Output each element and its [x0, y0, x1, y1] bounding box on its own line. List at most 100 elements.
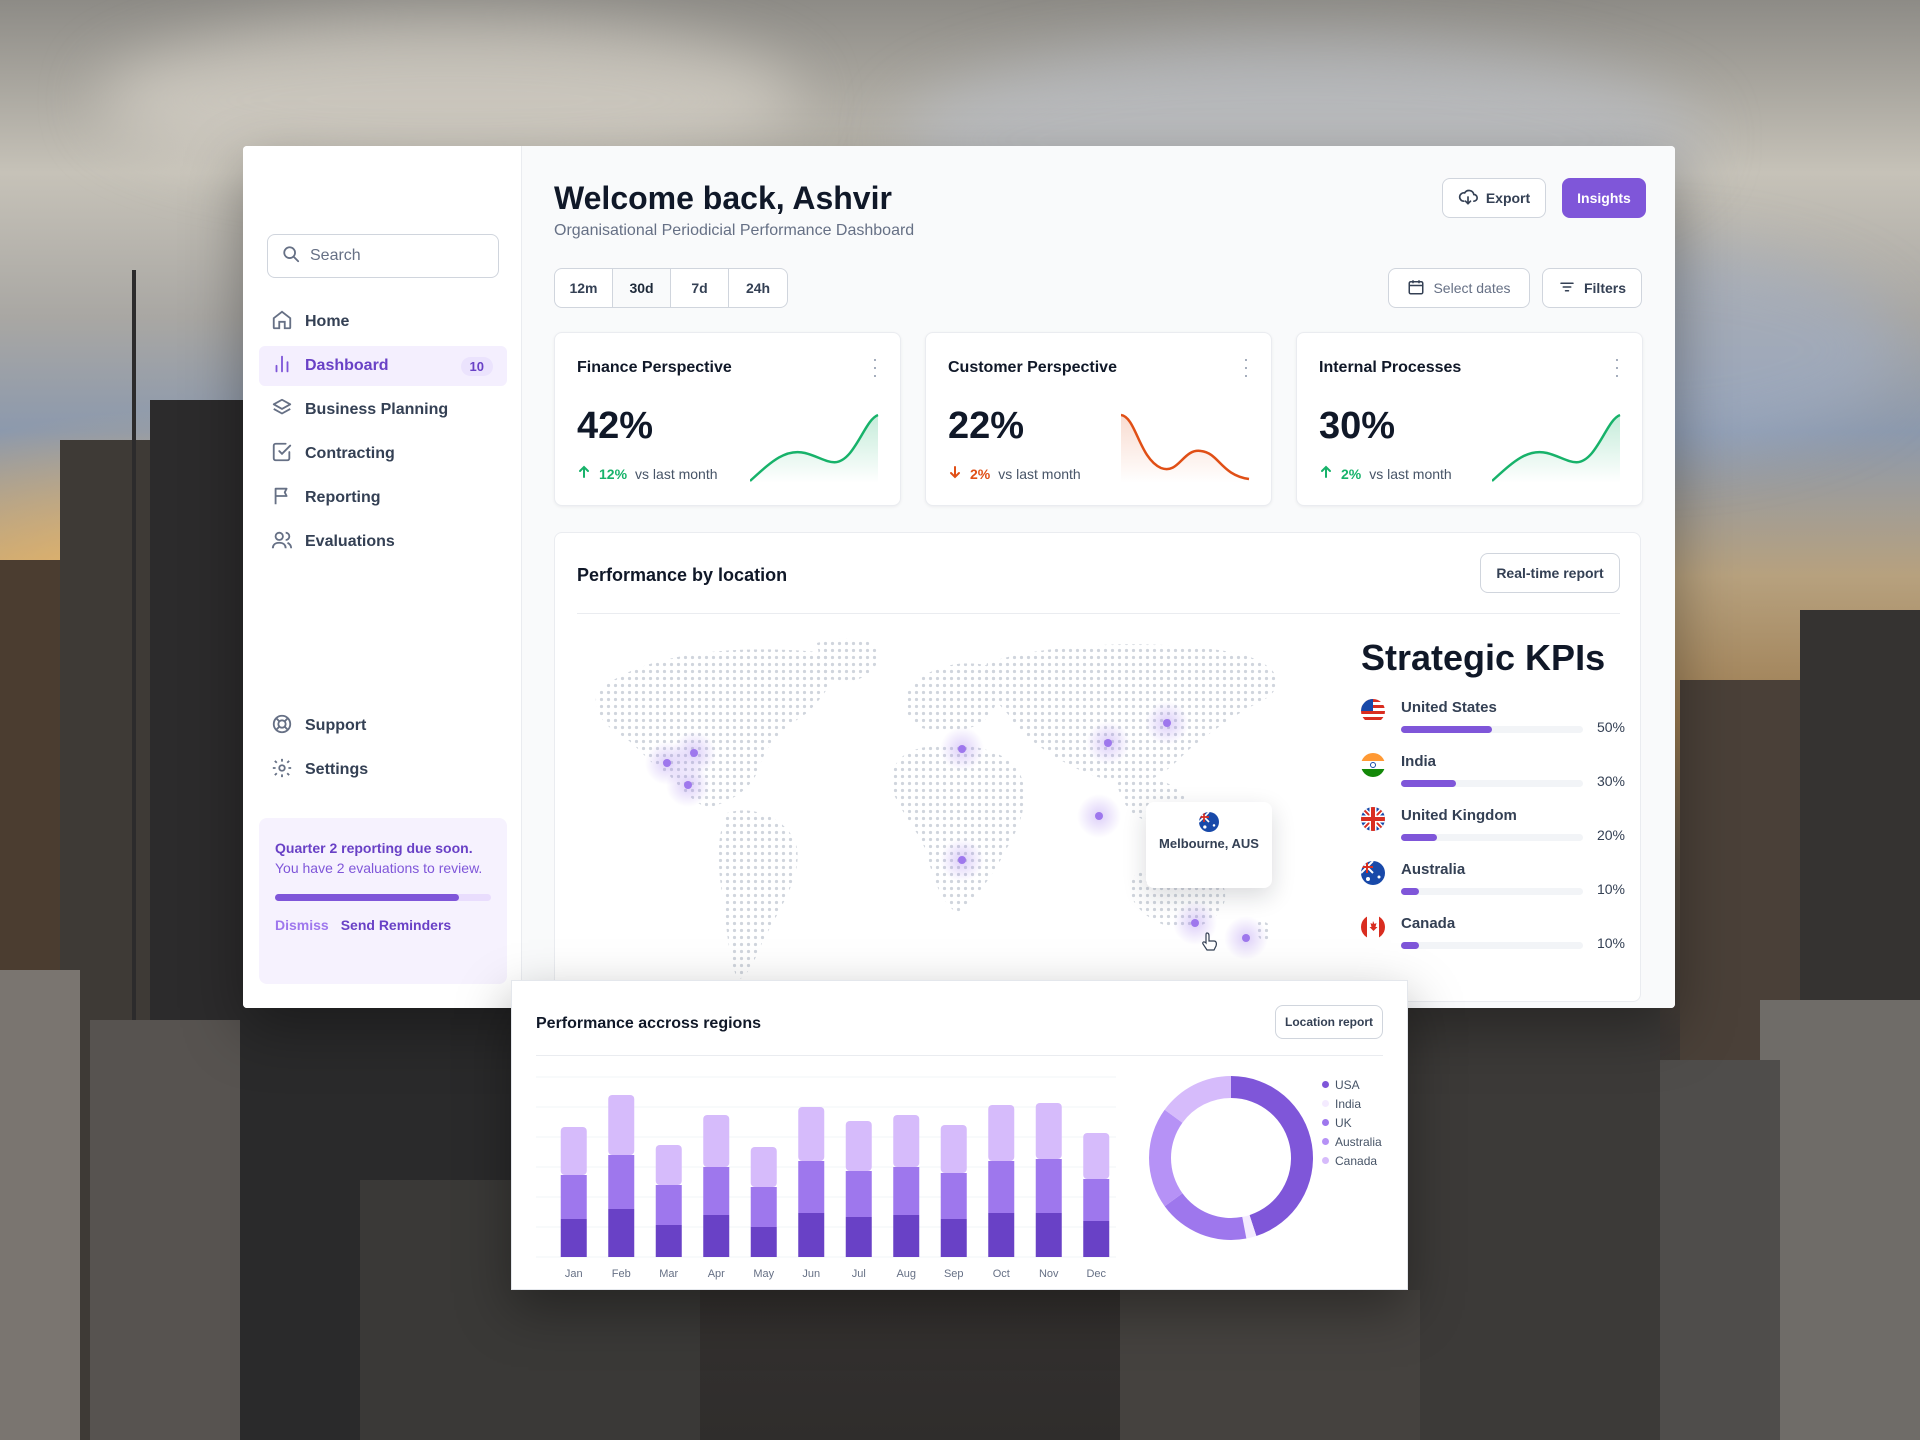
- bar-segment[interactable]: [988, 1213, 1015, 1257]
- bar-segment[interactable]: [608, 1095, 635, 1155]
- bar-segment[interactable]: [798, 1161, 825, 1213]
- legend-label: USA: [1335, 1077, 1360, 1092]
- bar-segment[interactable]: [940, 1173, 967, 1219]
- sidebar-item-label: Home: [305, 313, 350, 330]
- bar-segment[interactable]: [1035, 1213, 1062, 1257]
- map-marker[interactable]: [940, 838, 984, 882]
- bar-segment[interactable]: [988, 1161, 1015, 1213]
- bar-segment[interactable]: [703, 1167, 730, 1215]
- range-24h[interactable]: 24h: [745, 280, 771, 296]
- map-marker[interactable]: [940, 727, 984, 771]
- x-tick-label: Feb: [612, 1268, 631, 1280]
- sidebar-item-contracting[interactable]: Contracting: [259, 434, 507, 474]
- range-30d[interactable]: 30d: [613, 269, 671, 307]
- bar-segment[interactable]: [893, 1215, 920, 1257]
- bar-segment[interactable]: [893, 1167, 920, 1215]
- bar-segment[interactable]: [750, 1187, 777, 1227]
- donut-slice-canada[interactable]: [1164, 1076, 1231, 1123]
- bar-segment[interactable]: [560, 1127, 587, 1175]
- bar-segment[interactable]: [798, 1107, 825, 1161]
- donut-slice-india[interactable]: [1242, 1215, 1257, 1239]
- gear-icon: [271, 757, 293, 784]
- more-vertical-icon[interactable]: · · ·: [1614, 349, 1620, 385]
- real-time-report-button[interactable]: Real-time report: [1480, 553, 1620, 593]
- legend-label: India: [1335, 1096, 1362, 1111]
- range-12m[interactable]: 12m: [555, 269, 613, 307]
- time-range-selector: 12m 30d 7d 24h: [554, 268, 788, 308]
- bar-segment[interactable]: [798, 1213, 825, 1257]
- sidebar-item-business-planning[interactable]: Business Planning: [259, 390, 507, 430]
- sidebar-item-support[interactable]: Support: [259, 706, 507, 746]
- range-7d[interactable]: 7d: [671, 269, 729, 307]
- donut-slice-uk[interactable]: [1164, 1193, 1247, 1240]
- bar-segment[interactable]: [1035, 1103, 1062, 1159]
- sidebar-item-dashboard[interactable]: Dashboard 10: [259, 346, 507, 386]
- customer-sparkline: [1121, 413, 1250, 483]
- bar-segment[interactable]: [655, 1145, 682, 1185]
- bar-segment[interactable]: [940, 1219, 967, 1257]
- search-icon: [282, 245, 300, 268]
- more-vertical-icon[interactable]: · · ·: [872, 349, 878, 385]
- sidebar-item-home[interactable]: Home: [259, 302, 507, 342]
- sidebar-item-settings[interactable]: Settings: [259, 750, 507, 790]
- more-vertical-icon[interactable]: · · ·: [1243, 349, 1249, 385]
- bar-segment[interactable]: [845, 1217, 872, 1257]
- location-report-button[interactable]: Location report: [1275, 1005, 1383, 1039]
- flag-icon: [271, 485, 293, 512]
- legend-item: Australia: [1322, 1132, 1382, 1151]
- bar-segment[interactable]: [845, 1171, 872, 1217]
- card-change: 2% vs last month: [1319, 465, 1452, 482]
- send-reminders-link[interactable]: Send Reminders: [340, 917, 452, 933]
- bar-segment[interactable]: [1083, 1133, 1110, 1179]
- dismiss-link[interactable]: Dismiss: [275, 917, 329, 933]
- kpi-bar-fill: [1401, 888, 1420, 895]
- card-value: 22%: [948, 405, 1025, 447]
- bar-segment[interactable]: [1035, 1159, 1062, 1213]
- bar-segment[interactable]: [703, 1115, 730, 1167]
- kpi-pct: 20%: [1596, 827, 1625, 843]
- sidebar: Search Home Dashboard 10 Business Planni…: [243, 146, 522, 1008]
- bar-segment[interactable]: [655, 1185, 682, 1225]
- bar-segment[interactable]: [940, 1125, 967, 1173]
- donut-slice-australia[interactable]: [1149, 1109, 1183, 1207]
- map-marker[interactable]: [1224, 916, 1268, 960]
- map-marker[interactable]: [666, 763, 710, 807]
- world-dot-map: [595, 638, 1277, 979]
- bar-segment[interactable]: [703, 1215, 730, 1257]
- bar-segment[interactable]: [1083, 1179, 1110, 1221]
- donut-slice-usa[interactable]: [1231, 1076, 1313, 1236]
- bar-segment[interactable]: [750, 1147, 777, 1187]
- finance-sparkline: [750, 413, 879, 483]
- bar-segment[interactable]: [893, 1115, 920, 1167]
- kpi-bar: [1401, 888, 1583, 895]
- map-marker[interactable]: [1145, 701, 1189, 745]
- bar-segment[interactable]: [560, 1175, 587, 1219]
- sidebar-item-reporting[interactable]: Reporting: [259, 478, 507, 518]
- bar-segment[interactable]: [750, 1227, 777, 1257]
- bar-segment[interactable]: [845, 1121, 872, 1171]
- bar-segment[interactable]: [988, 1105, 1015, 1161]
- bar-segment[interactable]: [560, 1219, 587, 1257]
- map-marker[interactable]: [1173, 901, 1217, 945]
- sidebar-item-evaluations[interactable]: Evaluations: [259, 522, 507, 562]
- bar-segment[interactable]: [608, 1155, 635, 1209]
- bar-segment[interactable]: [1083, 1221, 1110, 1257]
- kpi-country: Canada: [1401, 915, 1456, 932]
- search-input[interactable]: Search: [267, 234, 499, 278]
- kpi-country: United Kingdom: [1401, 807, 1517, 824]
- card-title: Internal Processes: [1319, 359, 1462, 376]
- map-marker[interactable]: [1086, 721, 1130, 765]
- select-dates-button[interactable]: Select dates: [1388, 268, 1530, 308]
- kpi-row-canada: Canada 10%: [1361, 915, 1625, 959]
- divider: [536, 1055, 1383, 1056]
- bar-segment[interactable]: [608, 1209, 635, 1257]
- insights-button[interactable]: Insights: [1562, 178, 1646, 218]
- legend-item: UK: [1322, 1113, 1382, 1132]
- export-button[interactable]: Export: [1442, 178, 1546, 218]
- bar-segment[interactable]: [655, 1225, 682, 1257]
- dashboard-window: Search Home Dashboard 10 Business Planni…: [243, 146, 1675, 1008]
- map-marker[interactable]: [1077, 794, 1121, 838]
- reporting-notice: Quarter 2 reporting due soon. You have 2…: [259, 818, 507, 984]
- x-tick-label: Mar: [659, 1268, 678, 1280]
- filters-button[interactable]: Filters: [1542, 268, 1642, 308]
